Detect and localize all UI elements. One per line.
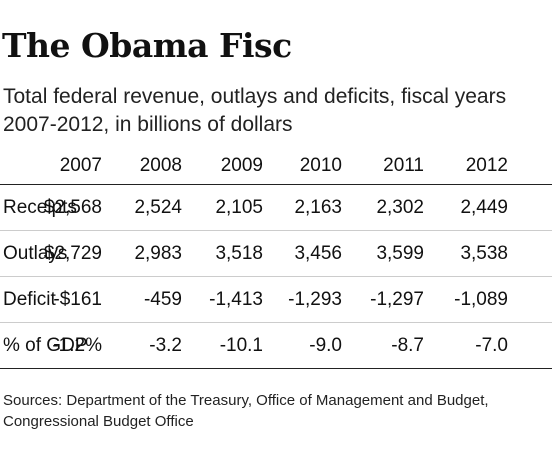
table-cell: 2,983 [134, 242, 182, 264]
table-row-outlays: Outlays $2,729 2,983 3,518 3,456 3,599 3… [0, 231, 552, 277]
source-note: Sources: Department of the Treasury, Off… [3, 392, 489, 430]
table-cell: -10.1 [219, 334, 263, 356]
table-row-receipts: Receipts $2,568 2,524 2,105 2,163 2,302 … [0, 185, 552, 231]
table-header-row: 2007 2008 2009 2010 2011 2012 [0, 152, 552, 185]
table-cell: -$161 [53, 288, 102, 310]
table-cell: -1,297 [370, 288, 424, 310]
table-cell: -1,089 [454, 288, 508, 310]
table-cell: -9.0 [309, 334, 342, 356]
table-cell: $2,729 [43, 242, 102, 264]
table-cell: 2,163 [294, 196, 342, 218]
column-header-2010: 2010 [299, 155, 342, 176]
row-label-outlays: Outlays [3, 242, 68, 264]
row-label-receipts: Receipts [3, 196, 77, 218]
table-cell: 2,524 [134, 196, 182, 218]
row-label-percent-of-gdp: % of GDP [3, 334, 88, 356]
table-cell: -1,413 [209, 288, 263, 310]
table-cell: -8.7 [391, 334, 424, 356]
table-cell: -459 [143, 288, 182, 310]
table-cell: 3,538 [460, 242, 508, 264]
column-header-2008: 2008 [139, 155, 182, 176]
table-cell: 2,449 [460, 196, 508, 218]
table-cell: 2,302 [376, 196, 424, 218]
table-cell: 3,456 [294, 242, 342, 264]
table-cell: 3,518 [215, 242, 263, 264]
table-cell: -1,293 [288, 288, 342, 310]
data-table: 2007 2008 2009 2010 2011 2012 Receipts $… [0, 152, 552, 369]
column-header-2007: 2007 [59, 155, 102, 176]
table-cell: 2,105 [215, 196, 263, 218]
column-header-2012: 2012 [465, 155, 508, 176]
table-row-percent-of-gdp: % of GDP -1.2% -3.2 -10.1 -9.0 -8.7 -7.0 [0, 323, 552, 369]
table-cell: -3.2 [149, 334, 182, 356]
row-label-deficit: Deficit [3, 288, 56, 310]
table-cell: -7.0 [475, 334, 508, 356]
column-header-2009: 2009 [220, 155, 263, 176]
chart-subtitle: Total federal revenue, outlays and defic… [3, 85, 507, 136]
chart-title: The Obama Fisc [2, 26, 292, 65]
table-cell: 3,599 [376, 242, 424, 264]
table-row-deficit: Deficit -$161 -459 -1,413 -1,293 -1,297 … [0, 277, 552, 323]
table-cell: -1.2% [52, 334, 102, 356]
column-header-2011: 2011 [383, 155, 424, 176]
table-cell: $2,568 [43, 196, 102, 218]
